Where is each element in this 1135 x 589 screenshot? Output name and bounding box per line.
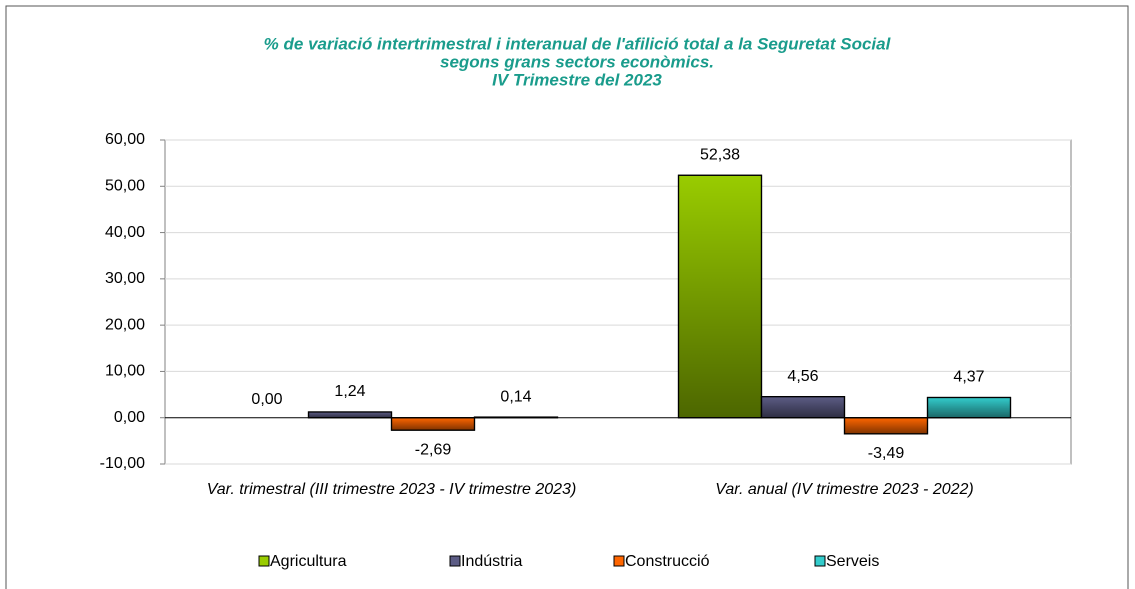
bar-shade	[677, 174, 763, 419]
bar-shade	[390, 417, 476, 431]
y-tick-label: 30,00	[105, 270, 145, 287]
value-label: -2,69	[415, 441, 452, 458]
legend-swatch	[613, 555, 625, 567]
y-tick-label: 20,00	[105, 316, 145, 333]
chart-border	[5, 5, 1129, 589]
bar-shade	[843, 417, 929, 435]
legend-label: Indústria	[461, 553, 522, 570]
chart-title: % de variació intertrimestral i interanu…	[264, 34, 892, 53]
y-tick-label: 40,00	[105, 224, 145, 241]
y-tick-label: 0,00	[114, 409, 145, 426]
bar-shade	[926, 396, 1012, 419]
legend-label: Agricultura	[270, 553, 347, 570]
chart-title: segons grans sectors econòmics.	[440, 52, 714, 71]
value-label: 4,56	[787, 368, 818, 385]
bar-shade	[760, 396, 846, 419]
value-label: 52,38	[700, 146, 740, 163]
legend-swatch	[814, 555, 826, 567]
bar-shade	[307, 411, 393, 419]
x-tick-label: Var. trimestral (III trimestre 2023 - IV…	[206, 481, 577, 498]
y-tick-label: 60,00	[105, 131, 145, 148]
legend-label: Serveis	[826, 553, 879, 570]
y-tick-label: -10,00	[100, 455, 145, 472]
legend-label: Construcció	[625, 553, 710, 570]
x-tick-label: Var. anual (IV trimestre 2023 - 2022)	[715, 481, 974, 498]
value-label: 4,37	[953, 369, 984, 386]
legend-swatch	[258, 555, 270, 567]
y-tick-label: 10,00	[105, 363, 145, 380]
value-label: 1,24	[334, 383, 365, 400]
chart-title: IV Trimestre del 2023	[492, 70, 662, 89]
legend-swatch	[449, 555, 461, 567]
value-label: 0,00	[251, 391, 282, 408]
value-label: -3,49	[868, 445, 905, 462]
value-label: 0,14	[500, 388, 531, 405]
y-tick-label: 50,00	[105, 178, 145, 195]
